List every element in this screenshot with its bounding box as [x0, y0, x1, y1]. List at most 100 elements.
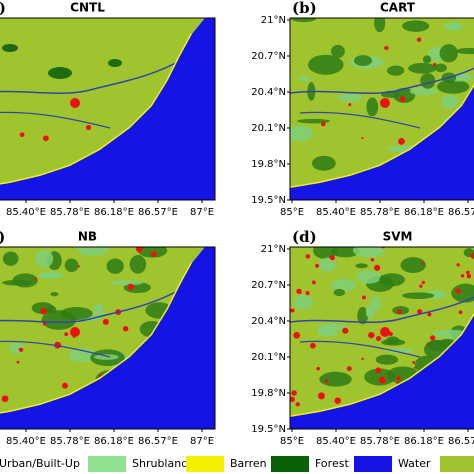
y-tick-label: 19.5°N	[251, 424, 286, 435]
x-tick-label: 85.78°E	[360, 436, 400, 447]
forest-patch	[60, 306, 93, 320]
water	[0, 18, 215, 200]
urban-patch	[43, 322, 47, 326]
urban-patch	[317, 392, 325, 400]
urban-patch	[368, 331, 375, 339]
urban-patch	[85, 124, 92, 131]
urban-patch	[305, 290, 310, 296]
legend-label: Forest	[315, 457, 349, 470]
forest-patch	[440, 94, 459, 109]
legend-label: Barren	[230, 457, 267, 470]
urban-patch	[416, 37, 422, 42]
forest-patch	[330, 278, 357, 292]
x-tick-label: 85°E	[280, 207, 304, 218]
urban-patch	[42, 135, 49, 142]
x-tick-label: 86.57°E	[448, 207, 474, 218]
river	[290, 296, 474, 323]
forest-patch	[400, 257, 426, 273]
forest-patch	[379, 273, 405, 287]
urban-patch	[346, 366, 352, 371]
urban-patch	[460, 274, 465, 278]
urban-patch	[16, 360, 20, 364]
river	[0, 286, 186, 323]
river	[0, 111, 111, 129]
urban-patch	[421, 280, 425, 285]
urban-patch	[127, 283, 134, 291]
water	[0, 247, 215, 429]
urban-patch	[296, 288, 302, 294]
urban-patch	[370, 257, 375, 262]
legend-swatch	[354, 456, 392, 472]
forest-patch	[387, 65, 405, 76]
river	[0, 340, 111, 358]
panel-title: CNTL	[70, 1, 105, 15]
y-tick-label: 20.7°N	[251, 280, 286, 291]
urban-patch	[122, 325, 129, 332]
x-tick-label: 86.57°E	[138, 207, 178, 218]
x-tick-label: 87°E	[190, 436, 214, 447]
x-tick-label: 86.18°E	[94, 436, 134, 447]
x-tick-label: 85.40°E	[316, 436, 356, 447]
map-frame	[289, 246, 474, 430]
forest-patch	[375, 354, 399, 365]
urban-patch	[316, 366, 320, 371]
map-panel: NB(c)85°E85.40°E85.78°E86.18°E86.57°E87°…	[0, 228, 216, 447]
y-tick-label: 21°N	[261, 244, 286, 255]
legend-swatch	[186, 456, 224, 472]
forest-patch	[318, 257, 337, 272]
forest-patch	[353, 247, 386, 258]
urban-patch	[1, 395, 9, 403]
legend-swatch	[271, 456, 309, 472]
urban-patch	[295, 402, 300, 407]
y-tick-label: 20.1°N	[251, 123, 286, 134]
forest-patch	[409, 87, 438, 96]
forest-patch	[408, 62, 437, 74]
forest-patch	[109, 280, 143, 286]
urban-patch	[34, 277, 37, 280]
urban-patch	[291, 390, 297, 396]
y-tick-label: 20.4°N	[251, 87, 286, 98]
forest-patch	[437, 79, 470, 94]
urban-patch	[412, 361, 416, 364]
urban-patch	[375, 335, 382, 342]
urban-patch	[290, 396, 295, 403]
urban-patch	[361, 137, 364, 140]
urban-patch	[456, 263, 460, 267]
panel-label: (b)	[292, 0, 317, 17]
urban-patch	[54, 341, 62, 349]
forest-patch	[331, 44, 345, 58]
urban-patch	[465, 270, 470, 275]
x-tick-label: 85.40°E	[316, 207, 356, 218]
urban-patch	[150, 251, 157, 258]
urban-patch	[380, 98, 390, 108]
x-tick-label: 85.78°E	[360, 207, 400, 218]
y-tick-label: 21°N	[261, 15, 286, 26]
urban-patch	[458, 310, 463, 315]
forest-patch	[297, 76, 311, 82]
forest-patch	[456, 47, 474, 55]
urban-patch	[320, 121, 326, 127]
x-tick-label: 86.57°E	[448, 436, 474, 447]
x-tick-label: 85.40°E	[6, 207, 46, 218]
urban-patch	[312, 280, 316, 285]
forest-patch	[386, 348, 415, 354]
map-panel: CNTL(a)85°E85.40°E85.78°E86.18°E86.57°E8…	[0, 0, 216, 218]
urban-patch	[380, 327, 390, 337]
forest-patch	[444, 21, 463, 31]
forest-patch	[353, 55, 373, 66]
x-tick-label: 85.78°E	[50, 207, 90, 218]
forest-patch	[12, 273, 38, 288]
forest-patch	[420, 73, 436, 89]
panel-label: (d)	[292, 228, 317, 246]
urban-patch	[432, 62, 437, 67]
forest-patch	[365, 305, 376, 319]
urban-patch	[102, 318, 109, 325]
map	[290, 18, 474, 200]
forest-patch	[311, 155, 336, 171]
urban-patch	[40, 308, 47, 315]
map-panel: SVM(d)85°E85.40°E85.78°E86.18°E86.57°E87…	[251, 228, 474, 447]
x-tick-label: 85.78°E	[50, 436, 90, 447]
forest-patch	[422, 55, 432, 64]
map-frame	[289, 17, 474, 201]
